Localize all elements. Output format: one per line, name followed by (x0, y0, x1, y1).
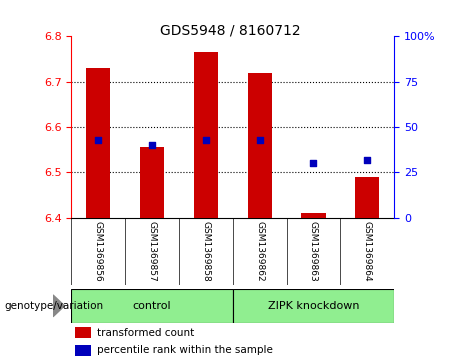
Text: ZIPK knockdown: ZIPK knockdown (268, 301, 359, 311)
Bar (194, 52, 218, 218)
Text: GSM1369862: GSM1369862 (255, 221, 264, 282)
Bar (301, 213, 325, 218)
Bar (75, 327, 91, 338)
Text: percentile rank within the sample: percentile rank within the sample (97, 345, 273, 355)
Point (256, 137, 263, 143)
Text: GDS5948 / 8160712: GDS5948 / 8160712 (160, 24, 301, 38)
Bar (71, 289, 233, 323)
Point (310, 160, 317, 166)
Text: genotype/variation: genotype/variation (5, 301, 104, 311)
Polygon shape (53, 295, 65, 317)
Point (202, 137, 210, 143)
Bar (140, 147, 164, 218)
Bar (355, 177, 379, 218)
Text: GSM1369857: GSM1369857 (148, 221, 157, 282)
Text: transformed count: transformed count (97, 328, 195, 338)
Point (364, 157, 371, 163)
Text: GSM1369858: GSM1369858 (201, 221, 210, 282)
Bar (233, 289, 394, 323)
Point (95, 137, 102, 143)
Text: GSM1369864: GSM1369864 (363, 221, 372, 282)
Text: GSM1369856: GSM1369856 (94, 221, 103, 282)
Text: control: control (133, 301, 171, 311)
Bar (75, 345, 91, 356)
Bar (86, 68, 111, 218)
Bar (248, 73, 272, 218)
Point (148, 142, 156, 148)
Text: GSM1369863: GSM1369863 (309, 221, 318, 282)
